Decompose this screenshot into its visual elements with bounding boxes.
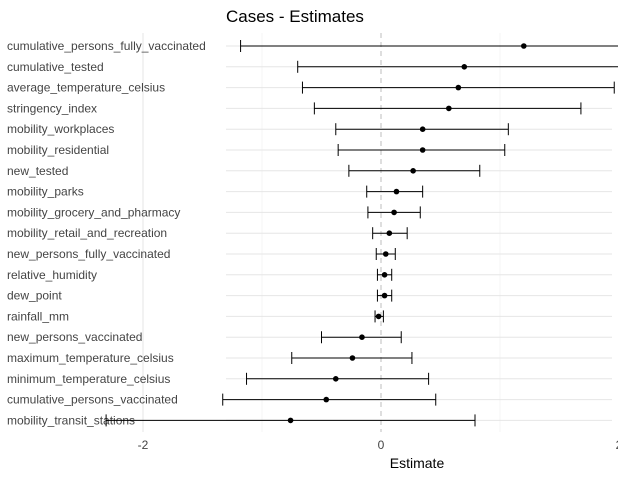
category-label: mobility_workplaces: [7, 122, 114, 136]
category-label: relative_humidity: [7, 268, 97, 282]
estimate-point: [419, 147, 426, 153]
category-label: mobility_retail_and_recreation: [7, 226, 167, 240]
category-label: cumulative_tested: [7, 60, 104, 74]
category-label: stringency_index: [7, 101, 97, 115]
category-label: new_persons_fully_vaccinated: [7, 247, 170, 261]
estimate-point: [323, 396, 330, 403]
estimate-point: [455, 84, 462, 91]
estimate-point: [332, 376, 339, 382]
category-label: minimum_temperature_celsius: [7, 372, 170, 386]
ci-bar: [297, 60, 618, 73]
estimate-point: [381, 292, 388, 299]
ci-bar: [222, 393, 437, 406]
x-tick-labels: -2 0 2: [138, 438, 618, 452]
estimate-point: [521, 43, 527, 49]
category-label: mobility_transit_stations: [7, 413, 135, 427]
estimate-point: [446, 105, 452, 112]
category-label: new_tested: [7, 164, 68, 178]
estimate-point: [410, 168, 416, 174]
estimate-points: [287, 43, 527, 424]
category-label: mobility_residential: [7, 143, 109, 157]
chart-title: Cases - Estimates: [226, 7, 364, 26]
category-label: average_temperature_celsius: [7, 81, 165, 95]
estimate-point: [382, 251, 389, 257]
category-label: maximum_temperature_celsius: [7, 351, 174, 365]
estimate-point: [419, 126, 426, 132]
estimate-point: [349, 355, 356, 361]
estimate-point: [393, 188, 400, 195]
x-tick-label: 2: [616, 438, 618, 452]
category-label: mobility_parks: [7, 185, 84, 199]
x-tick-label: -2: [138, 438, 149, 452]
category-label: cumulative_persons_vaccinated: [7, 393, 178, 407]
category-labels: cumulative_persons_fully_vaccinatedcumul…: [7, 39, 206, 427]
estimate-point: [287, 417, 294, 424]
category-label: cumulative_persons_fully_vaccinated: [7, 39, 206, 53]
x-tick-label: 0: [378, 438, 385, 452]
estimate-point: [359, 334, 365, 341]
ci-bar: [240, 40, 618, 52]
estimate-point: [381, 272, 388, 278]
category-label: mobility_grocery_and_pharmacy: [7, 205, 180, 219]
grid: [142, 33, 612, 432]
category-label: dew_point: [7, 289, 62, 303]
estimate-point: [461, 64, 468, 70]
estimate-point: [391, 209, 397, 216]
x-axis-title: Estimate: [390, 455, 445, 471]
estimate-point: [375, 313, 382, 320]
category-label: new_persons_vaccinated: [7, 330, 142, 344]
category-label: rainfall_mm: [7, 309, 69, 323]
estimate-point: [386, 230, 393, 236]
